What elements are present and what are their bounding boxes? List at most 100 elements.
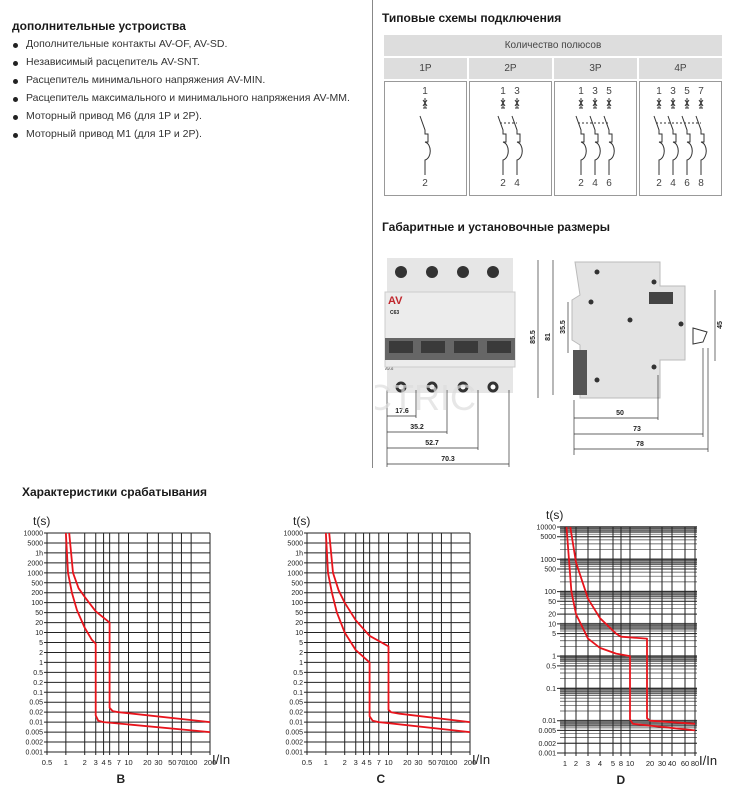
- terminal-top: 1: [422, 86, 428, 97]
- y-tick-label: 0.5: [546, 663, 556, 670]
- switch-symbol: [511, 115, 523, 175]
- list-item: Независимый расцепитель AV-SNT.: [12, 56, 350, 74]
- x-tick-label: 100: [445, 758, 458, 767]
- y-tick-label: 0.002: [285, 740, 303, 747]
- list-item: Моторный привод M1 (для 1P и 2P).: [12, 128, 350, 146]
- brand-logo: AV: [388, 295, 403, 307]
- y-tick-label: 500: [31, 580, 43, 587]
- terminal-top: 1: [578, 86, 584, 97]
- dim-width-4: 70.3: [441, 456, 455, 463]
- trip-curves: 10000 5000 1h 2000 1000 500 200 100 50 20 10 5 2 1 0.5…: [24, 508, 718, 787]
- x-tick-label: 5: [611, 759, 615, 768]
- y-tick-label: 20: [35, 620, 43, 627]
- y-tick-label: 0.001: [25, 750, 43, 757]
- col-4p: 4P: [639, 58, 722, 79]
- terminal-top: 7: [698, 86, 704, 97]
- y-tick-label: 500: [544, 567, 556, 574]
- switch-symbol: [695, 115, 707, 175]
- terminal-bottom: 8: [698, 178, 704, 189]
- list-item: Моторный привод M6 (для 1P и 2P).: [12, 110, 350, 128]
- x-tick-label: 1: [324, 758, 328, 767]
- x-tick-label: 7: [377, 758, 381, 767]
- terminal-top: 3: [670, 86, 676, 97]
- chart-c: 10000 5000 1h 2000 1000 500 200 100 50 20 10 5 2 1 0.5…: [284, 514, 491, 786]
- x-tick-label: 4: [598, 759, 602, 768]
- x-tick-label: 70: [177, 758, 185, 767]
- y-tick-label: 0.5: [33, 670, 43, 677]
- y-tick-label: 500: [291, 580, 303, 587]
- y-tick-label: 1000: [540, 557, 556, 564]
- x-tick-label: 60: [681, 759, 689, 768]
- y-tick-label: 5000: [540, 534, 556, 541]
- dim-height-35-5: 35.5: [560, 320, 567, 334]
- terminal-top: 3: [592, 86, 598, 97]
- x-tick-label: 100: [185, 758, 198, 767]
- y-tick-label: 1: [299, 660, 303, 667]
- x-tick-label: 5: [108, 758, 112, 767]
- contact-symbol: [422, 98, 428, 109]
- x-tick-label: 7: [117, 758, 121, 767]
- y-tick-label: 1: [39, 660, 43, 667]
- chart-d: 10000 5000 1000 500 100 50 20 10 5 1 0.5 0.1 0.01 0.0…: [537, 508, 718, 787]
- y-tick-label: 5: [299, 640, 303, 647]
- diagram-2p: 1 2 3 4: [469, 81, 552, 196]
- trip-curve-lower: [325, 532, 471, 733]
- contact-symbol: [500, 98, 506, 109]
- x-tick-label: 5: [368, 758, 372, 767]
- y-tick-label: 100: [291, 600, 303, 607]
- contact-symbol: [698, 98, 704, 109]
- dim-width-3: 52.7: [425, 440, 439, 447]
- switch-symbol: [575, 115, 587, 175]
- dim-height-85-5: 85.5: [530, 330, 537, 344]
- vertical-divider: [372, 0, 373, 468]
- x-tick-label: 10: [384, 758, 392, 767]
- y-tick-label: 0.005: [25, 730, 43, 737]
- y-tick-label: 5000: [27, 540, 43, 547]
- dimensions-title: Габаритные и установочные размеры: [382, 220, 611, 234]
- y-tick-label: 2000: [287, 560, 303, 567]
- x-tick-label: 3: [354, 758, 358, 767]
- decade-band: [560, 719, 697, 727]
- y-tick-label: 0.02: [289, 710, 303, 717]
- y-tick-label: 0.1: [33, 690, 43, 697]
- switch-symbol: [667, 115, 679, 175]
- x-tick-label: 200: [204, 758, 217, 767]
- x-tick-label: 1: [563, 759, 567, 768]
- y-axis-label: t(s): [293, 514, 310, 528]
- terminal-top: 3: [514, 86, 520, 97]
- y-tick-label: 0.005: [538, 728, 556, 735]
- y-tick-label: 200: [31, 590, 43, 597]
- wiring-diagram: 1 2 3 4 5 6: [575, 86, 615, 189]
- x-tick-label: 50: [428, 758, 436, 767]
- terminal-bottom: 6: [606, 178, 612, 189]
- diagram-3p: 1 2 3 4 5 6: [554, 81, 637, 196]
- y-tick-label: 1h: [295, 550, 303, 557]
- contact-symbol: [656, 98, 662, 109]
- x-tick-label: 3: [586, 759, 590, 768]
- y-tick-label: 0.05: [29, 700, 43, 707]
- chart-b: 10000 5000 1h 2000 1000 500 200 100 50 20 10 5 2 1 0.5…: [24, 514, 231, 786]
- x-tick-label: 2: [83, 758, 87, 767]
- switch-symbol: [681, 115, 693, 175]
- y-axis-label: t(s): [33, 514, 50, 528]
- x-tick-label: 10: [124, 758, 132, 767]
- list-item: Расцепитель максимального и минимального…: [12, 92, 350, 110]
- chart-title: C: [377, 772, 386, 786]
- y-tick-label: 10000: [284, 531, 304, 538]
- x-tick-label: 2: [343, 758, 347, 767]
- characteristics-title: Характеристики срабатывания: [22, 485, 207, 499]
- terminal-top: 5: [684, 86, 690, 97]
- y-tick-label: 0.002: [25, 740, 43, 747]
- terminal-top: 5: [606, 86, 612, 97]
- x-tick-label: 30: [154, 758, 162, 767]
- x-tick-label: 30: [414, 758, 422, 767]
- y-tick-label: 100: [31, 600, 43, 607]
- y-tick-label: 0.005: [285, 730, 303, 737]
- schemes-title: Типовые схемы подключения: [382, 11, 562, 25]
- y-tick-label: 100: [544, 589, 556, 596]
- dim-width-2: 35.2: [410, 424, 424, 431]
- x-tick-label: 80: [691, 759, 699, 768]
- x-tick-label: 30: [658, 759, 666, 768]
- x-tick-label: 3: [94, 758, 98, 767]
